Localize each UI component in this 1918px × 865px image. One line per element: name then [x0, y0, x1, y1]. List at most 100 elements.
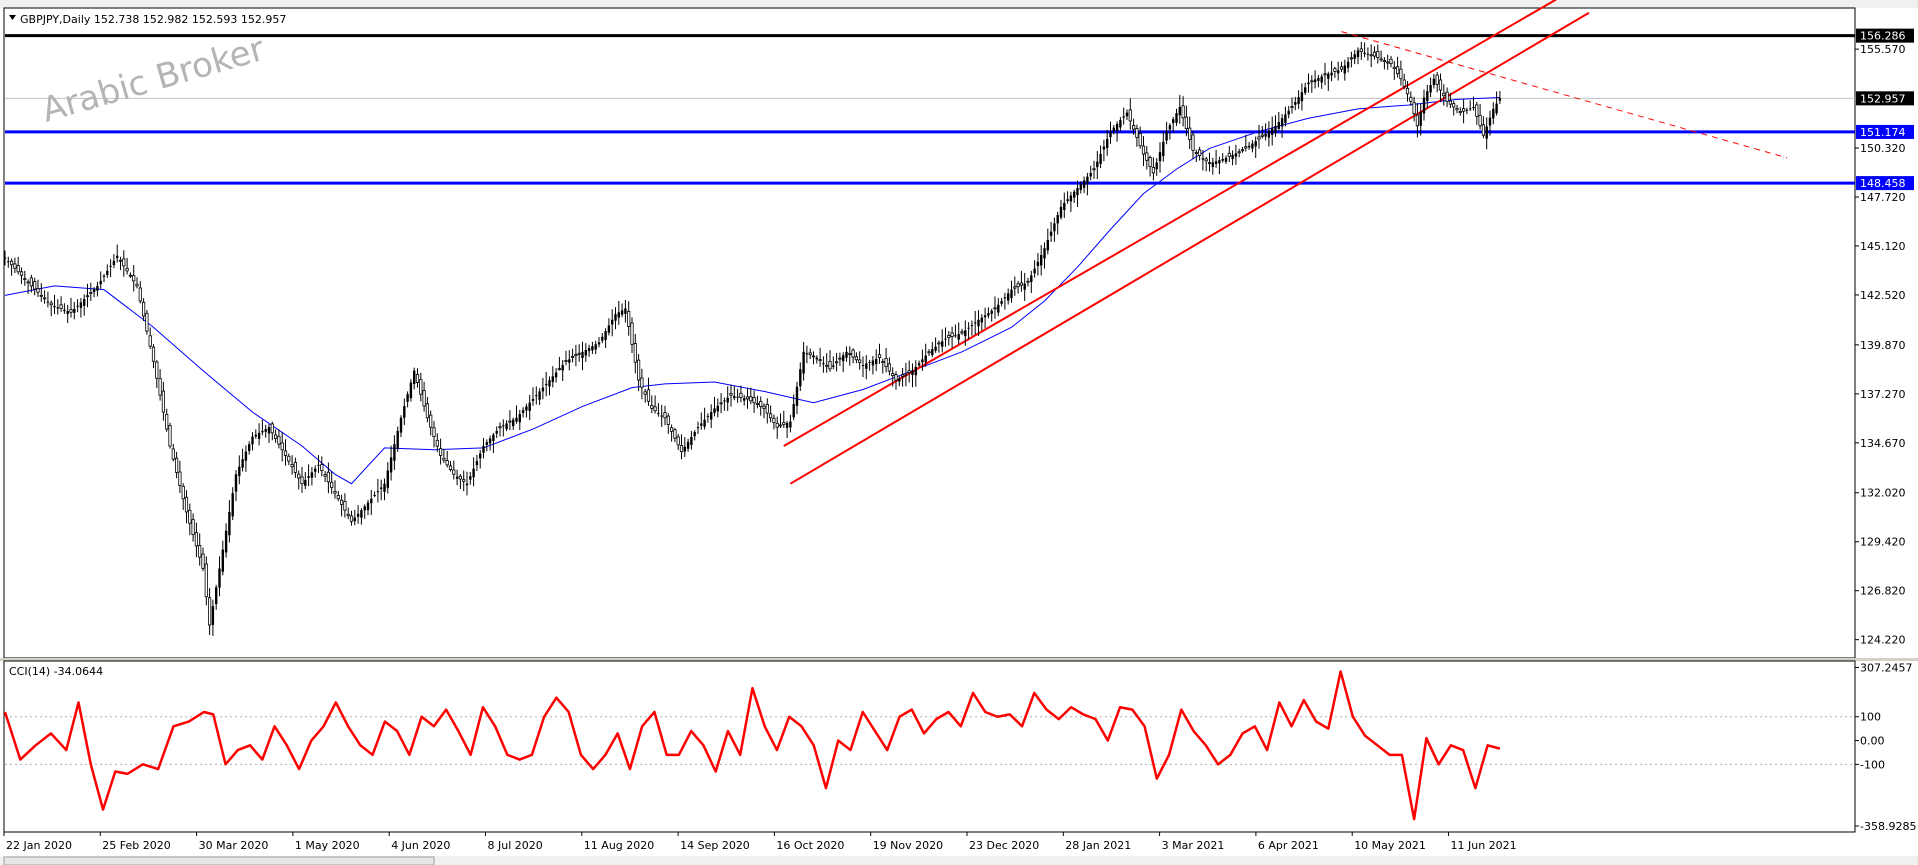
candle-body [376, 491, 380, 493]
candle-body [679, 445, 684, 453]
candle-body [1122, 116, 1125, 118]
candle-body [1168, 125, 1172, 130]
candle-body [211, 606, 215, 625]
candle-body [1102, 146, 1106, 150]
candle-body [92, 289, 96, 292]
candle-body [1284, 114, 1287, 123]
candle-body [1207, 162, 1212, 165]
candle-body [310, 472, 314, 478]
candle-body [964, 330, 967, 337]
candle-body [686, 441, 690, 449]
candle-body [1376, 51, 1380, 59]
candle-body [723, 400, 726, 402]
dashed-trend-line[interactable] [1341, 31, 1788, 159]
candle-body [1010, 289, 1013, 299]
candle-body [254, 434, 257, 437]
candle-body [1498, 98, 1502, 101]
candle-body [861, 365, 865, 367]
candle-body [36, 288, 40, 293]
candle-body [825, 364, 829, 367]
candle-body [568, 359, 571, 363]
candle-body [1178, 106, 1181, 116]
candle-body [571, 356, 575, 358]
candle-body [1059, 206, 1063, 218]
candle-body [808, 352, 812, 356]
candle-body [96, 285, 99, 291]
candle-body [174, 457, 179, 473]
price-badge-label: 148.458 [1860, 177, 1906, 190]
candle-body [865, 363, 868, 369]
pane-separator[interactable] [0, 658, 1918, 661]
candle-body [59, 304, 63, 309]
candle-body [1040, 255, 1043, 266]
candle-body [762, 405, 766, 409]
candle-body [1304, 87, 1307, 93]
candle-body [438, 448, 443, 456]
price-axis-label: 155.570 [1860, 43, 1906, 56]
price-axis-label: 139.870 [1860, 339, 1906, 352]
candle-body [445, 460, 449, 466]
candle-body [1481, 124, 1485, 136]
candle-body [1033, 268, 1036, 274]
candle-body [1448, 100, 1452, 105]
candle-body [290, 464, 294, 468]
candle-body [604, 331, 607, 340]
candle-body [488, 438, 492, 444]
candle-body [1191, 134, 1195, 151]
candle-body [49, 302, 53, 306]
candle-body [9, 260, 14, 266]
candle-body [422, 390, 426, 407]
candle-body [752, 397, 756, 404]
candle-body [204, 563, 208, 598]
candle-body [1089, 172, 1092, 177]
candle-body [795, 386, 799, 406]
candle-body [1251, 143, 1254, 149]
candle-body [851, 349, 855, 358]
candle-body [283, 450, 288, 456]
candle-body [383, 483, 386, 492]
candle-body [772, 417, 776, 423]
candle-body [1109, 131, 1112, 138]
candle-body [854, 356, 859, 361]
candle-body [13, 263, 17, 269]
candle-body [970, 325, 974, 327]
candle-body [85, 295, 90, 298]
time-axis-label: 28 Jan 2021 [1065, 839, 1131, 852]
price-axis-label: 126.820 [1860, 585, 1906, 598]
time-axis-label: 10 May 2021 [1354, 839, 1426, 852]
window-top-strip [0, 0, 1918, 8]
candle-body [937, 342, 941, 345]
candle-body [528, 402, 531, 411]
candle-body [165, 413, 169, 430]
candle-body [1013, 286, 1017, 289]
horizontal-scrollbar[interactable] [3, 856, 435, 865]
candle-body [1320, 76, 1323, 83]
candle-body [759, 400, 763, 407]
candle-body [112, 260, 116, 265]
candle-body [637, 359, 641, 381]
candle-body [703, 419, 706, 427]
time-axis-label: 19 Nov 2020 [873, 839, 943, 852]
candle-body [1392, 66, 1396, 70]
candle-body [1056, 215, 1059, 224]
candle-body [43, 297, 47, 300]
candle-body [1155, 162, 1158, 170]
candle-body [1452, 103, 1456, 108]
candle-body [1271, 128, 1274, 135]
candle-body [508, 420, 512, 423]
symbol-dropdown-icon[interactable] [9, 15, 16, 20]
candle-body [330, 481, 334, 488]
candle-body [1158, 152, 1162, 162]
time-axis-label: 30 Mar 2020 [199, 839, 269, 852]
candle-body [977, 319, 980, 327]
candle-body [39, 294, 43, 297]
candle-body [273, 434, 278, 439]
trend-line[interactable] [789, 11, 1590, 485]
candle-body [1353, 54, 1356, 59]
price-axis-label: 134.670 [1860, 437, 1906, 450]
candle-body [557, 368, 562, 370]
candle-body [16, 265, 20, 273]
candle-body [1359, 48, 1363, 52]
candle-body [1274, 125, 1277, 134]
candle-body [743, 398, 746, 401]
